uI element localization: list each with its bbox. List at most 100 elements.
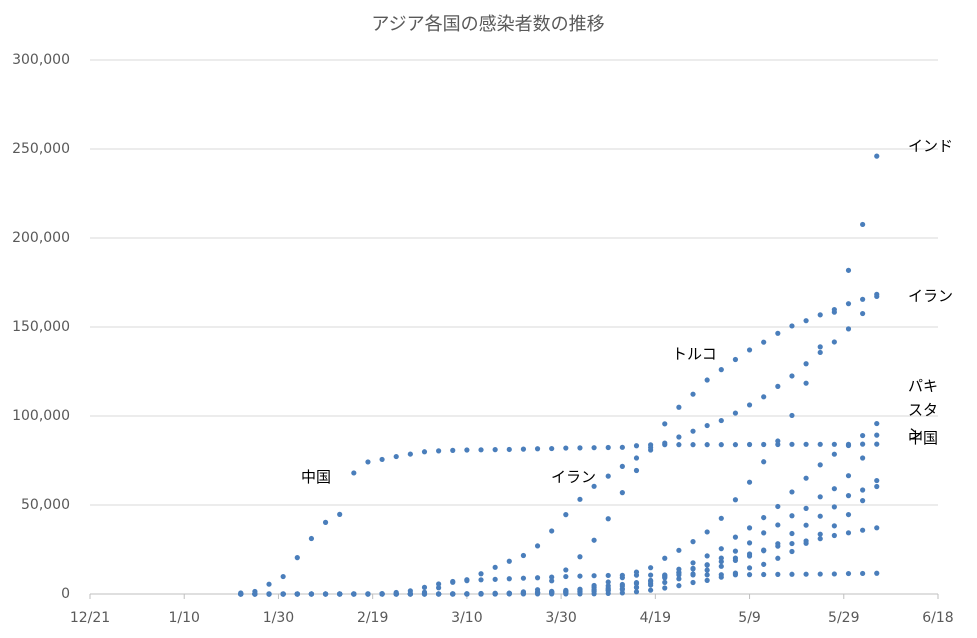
- data-point: [421, 591, 428, 597]
- data-point: [280, 591, 286, 597]
- data-point: [662, 575, 668, 581]
- data-point: [506, 558, 512, 564]
- data-point: [817, 349, 823, 356]
- data-point: [676, 404, 682, 410]
- data-point: [436, 448, 442, 454]
- data-point: [761, 571, 767, 578]
- data-point: [718, 515, 724, 521]
- data-point: [732, 534, 739, 540]
- data-point: [351, 591, 357, 597]
- data-point: [605, 572, 611, 579]
- data-point: [704, 553, 710, 559]
- data-point: [789, 373, 795, 379]
- data-point: [831, 504, 837, 510]
- data-point: [506, 576, 512, 582]
- data-point: [605, 473, 611, 479]
- data-point: [803, 380, 809, 386]
- data-point: [775, 555, 781, 561]
- data-point: [831, 571, 837, 577]
- data-point: [619, 572, 625, 578]
- data-point: [845, 326, 852, 332]
- annotation: 中国: [301, 468, 332, 486]
- data-point: [577, 445, 583, 451]
- data-point: [464, 591, 470, 597]
- data-point: [845, 511, 852, 518]
- data-point: [266, 581, 272, 587]
- data-point: [704, 572, 710, 578]
- chart-title: アジア各国の感染者数の推移: [371, 14, 604, 35]
- data-point: [775, 543, 781, 549]
- data-point: [676, 547, 682, 553]
- series-label: パキスタン: [908, 377, 939, 443]
- data-point: [421, 449, 428, 455]
- data-point: [789, 548, 795, 555]
- data-point: [591, 537, 597, 543]
- data-point: [464, 447, 470, 453]
- data-point: [817, 344, 823, 350]
- data-point: [294, 555, 300, 561]
- data-point: [860, 432, 866, 439]
- data-point: [633, 467, 640, 474]
- data-point: [817, 571, 823, 577]
- x-tick-label: 5/9: [738, 610, 761, 626]
- data-point: [478, 447, 484, 453]
- data-point: [704, 562, 710, 568]
- data-point: [662, 440, 668, 446]
- data-point: [407, 451, 413, 457]
- data-point: [803, 318, 809, 324]
- data-point: [605, 588, 611, 594]
- data-point: [874, 432, 880, 438]
- data-point: [874, 483, 880, 490]
- data-point: [817, 441, 823, 447]
- data-point: [746, 441, 753, 448]
- data-point: [746, 565, 753, 571]
- data-point: [308, 535, 315, 542]
- data-point: [704, 422, 710, 429]
- data-point: [761, 394, 767, 400]
- data-point: [450, 447, 456, 453]
- data-point: [605, 516, 611, 522]
- data-point: [577, 589, 583, 595]
- data-point: [690, 442, 696, 448]
- data-point: [633, 589, 640, 595]
- data-point: [704, 377, 710, 383]
- series-label: トルコ: [672, 345, 717, 363]
- data-point: [789, 489, 795, 495]
- data-point: [860, 498, 866, 504]
- data-point: [549, 578, 555, 584]
- data-point: [874, 525, 880, 531]
- data-point: [322, 591, 329, 597]
- data-point: [421, 584, 428, 590]
- data-point: [704, 442, 710, 448]
- data-point: [690, 539, 696, 545]
- annotation: イラン: [551, 468, 597, 486]
- data-point: [619, 490, 625, 496]
- data-point: [633, 443, 640, 449]
- data-point: [831, 532, 837, 539]
- data-point: [817, 531, 823, 537]
- data-point: [874, 570, 880, 576]
- data-point: [831, 441, 837, 447]
- data-point: [549, 445, 555, 452]
- data-point: [718, 574, 724, 580]
- data-point: [817, 513, 823, 519]
- data-point: [761, 441, 767, 448]
- series-label: イラン: [908, 287, 954, 305]
- data-point: [775, 571, 781, 577]
- data-point: [492, 447, 498, 453]
- data-point: [803, 538, 809, 544]
- data-point: [436, 591, 442, 597]
- data-point: [662, 579, 668, 585]
- data-point: [789, 530, 795, 537]
- data-point: [860, 570, 866, 577]
- x-tick-label: 1/30: [263, 610, 294, 626]
- data-point: [633, 584, 640, 591]
- data-point: [803, 571, 809, 577]
- data-point: [761, 514, 767, 521]
- data-point: [860, 296, 866, 302]
- data-point: [492, 590, 498, 597]
- data-point: [563, 445, 569, 451]
- data-point: [436, 585, 442, 591]
- data-point: [591, 588, 597, 595]
- data-point: [577, 496, 583, 502]
